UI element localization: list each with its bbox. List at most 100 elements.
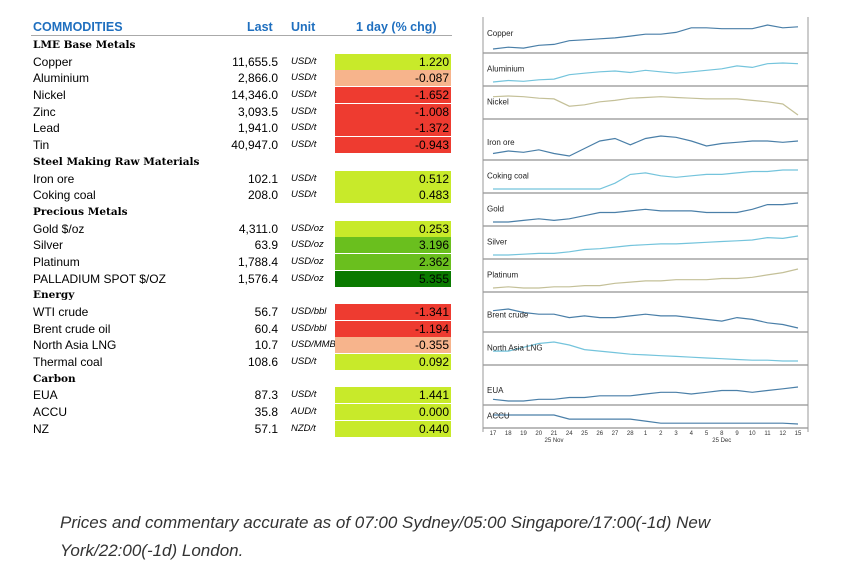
series-line-iron-ore	[492, 135, 799, 157]
change-cell: 0.000	[335, 404, 451, 421]
unit: USD/t	[291, 72, 317, 84]
table-row: North Asia LNG 10.7 USD/MMBtu -0.355	[31, 337, 452, 354]
x-tick-label: 28	[627, 431, 634, 437]
series-label: EUA	[487, 386, 504, 395]
table-row: Tin 40,947.0 USD/t -0.943	[31, 137, 452, 154]
footer-note: Prices and commentary accurate as of 07:…	[60, 513, 711, 560]
commodity-name: Brent crude oil	[33, 321, 111, 336]
last-price: 2,866.0	[237, 71, 278, 86]
commodity-name: Copper	[33, 54, 73, 69]
change-cell: -1.341	[335, 304, 451, 320]
unit: USD/MMBtu	[291, 339, 344, 351]
table-row: Brent crude oil 60.4 USD/bbl -1.194	[31, 320, 452, 338]
table-row: Gold $/oz 4,311.0 USD/oz 0.253	[31, 220, 452, 238]
commodity-name: NZ	[33, 421, 49, 436]
section-title: Carbon	[33, 372, 76, 385]
series-line-brent-crude	[492, 308, 799, 329]
x-tick-label: 4	[690, 431, 694, 437]
unit: USD/t	[291, 172, 317, 184]
table-row: Platinum 1,788.4 USD/oz 2.362	[31, 253, 452, 271]
x-month-label: 25 Nov	[544, 438, 563, 444]
unit: USD/t	[291, 89, 317, 101]
series-line-platinum	[492, 268, 799, 289]
table-row: WTI crude 56.7 USD/bbl -1.341	[31, 304, 452, 321]
last-price: 11,655.5	[232, 54, 278, 69]
unit: USD/oz	[291, 272, 324, 284]
x-month-label: 25 Dec	[712, 438, 731, 444]
unit: USD/oz	[291, 255, 324, 267]
series-line-aluminium	[492, 62, 799, 83]
commodity-name: Lead	[33, 121, 60, 136]
x-tick-label: 17	[490, 431, 497, 437]
x-tick-label: 10	[749, 431, 756, 437]
section-header: Precious Metals	[31, 204, 452, 221]
last-price: 35.8	[254, 405, 278, 420]
last-price: 208.0	[247, 188, 278, 203]
commodity-name: PALLADIUM SPOT $/OZ	[33, 271, 166, 286]
commodity-name: EUA	[33, 388, 58, 403]
change-cell: 1.441	[335, 387, 451, 404]
change-cell: -0.943	[335, 137, 451, 154]
series-label: ACCU	[487, 412, 510, 421]
series-label: Brent crude	[487, 311, 529, 320]
table-row: Thermal coal 108.6 USD/t 0.092	[31, 354, 452, 371]
unit: NZD/t	[291, 422, 316, 434]
commodity-name: Silver	[33, 238, 64, 253]
commodity-name: Thermal coal	[33, 355, 103, 370]
last-price: 3,093.5	[237, 104, 278, 119]
change-cell: -0.355	[335, 337, 451, 354]
table-row: ACCU 35.8 AUD/t 0.000	[31, 404, 452, 421]
table-body: LME Base Metals Copper 11,655.5 USD/t 1.220 A…	[31, 37, 452, 438]
table-header: COMMODITIES Last Unit 1 day (% chg)	[31, 17, 452, 37]
x-tick-label: 5	[705, 431, 709, 437]
change-cell: 0.512	[335, 170, 451, 187]
section-title: Steel Making Raw Materials	[33, 155, 200, 168]
change-cell: 3.196	[335, 237, 451, 254]
x-tick-label: 9	[735, 431, 739, 437]
unit: USD/t	[291, 55, 317, 67]
commodity-name: Coking coal	[33, 188, 96, 203]
table-row: PALLADIUM SPOT $/OZ 1,576.4 USD/oz 5.355	[31, 270, 452, 288]
header-last: Last	[247, 20, 273, 34]
change-cell: 1.220	[335, 53, 451, 70]
last-price: 4,311.0	[238, 221, 278, 236]
table-row: Lead 1,941.0 USD/t -1.372	[31, 120, 452, 137]
commodity-name: Iron ore	[33, 171, 75, 186]
header-divider	[31, 35, 452, 36]
table-row: Aluminium 2,866.0 USD/t -0.087	[31, 70, 452, 87]
unit: USD/t	[291, 389, 317, 401]
section-header: Carbon	[31, 371, 452, 388]
table-row: NZ 57.1 NZD/t 0.440	[31, 420, 452, 438]
commodity-name: North Asia LNG	[33, 338, 117, 353]
change-cell: 0.483	[335, 187, 451, 204]
section-header: Energy	[31, 287, 452, 304]
section-header: Steel Making Raw Materials	[31, 154, 452, 171]
series-line-coking-coal	[493, 169, 798, 190]
series-line-copper	[492, 24, 799, 50]
last-price: 108.6	[247, 355, 278, 370]
table-row: Iron ore 102.1 USD/t 0.512	[31, 170, 452, 188]
table-row: EUA 87.3 USD/t 1.441	[31, 387, 452, 404]
commodity-name: WTI crude	[33, 305, 89, 319]
series-line-nickel	[492, 95, 799, 116]
series-label: Nickel	[487, 98, 509, 107]
series-line-north-asia-lng	[493, 341, 798, 362]
last-price: 40,947.0	[231, 138, 278, 153]
change-cell: 0.440	[335, 420, 451, 437]
last-price: 56.7	[254, 305, 278, 319]
last-price: 14,346.0	[231, 88, 278, 103]
section-title: Precious Metals	[33, 205, 128, 218]
series-line-eua	[492, 386, 799, 402]
unit: USD/t	[291, 356, 317, 368]
section-title: LME Base Metals	[33, 39, 136, 51]
series-label: Silver	[487, 238, 507, 247]
commodity-name: Zinc	[33, 104, 56, 119]
header-commodities: COMMODITIES	[33, 20, 123, 34]
x-tick-label: 8	[720, 431, 724, 437]
series-label: North Asia LNG	[487, 344, 543, 353]
series-line-gold	[493, 202, 799, 223]
x-tick-label: 18	[505, 431, 512, 437]
x-tick-label: 3	[674, 431, 678, 437]
series-label: Gold	[487, 205, 504, 214]
section-title: Energy	[33, 289, 75, 302]
